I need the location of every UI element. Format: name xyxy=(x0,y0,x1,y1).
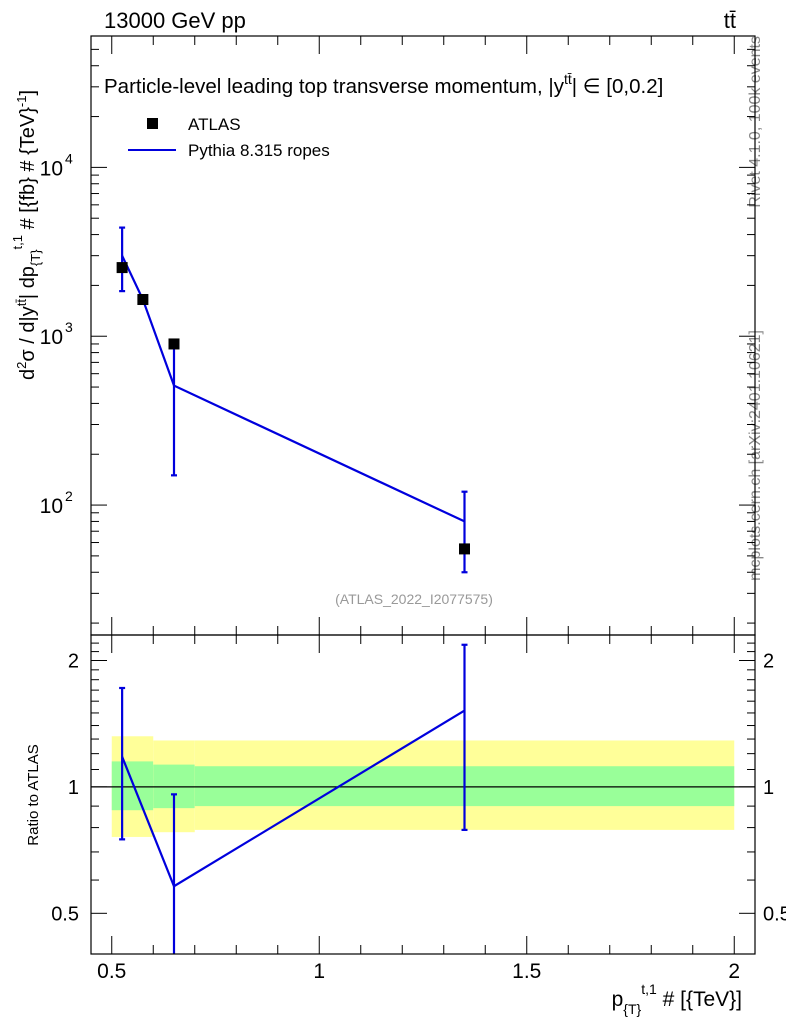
ratio-y-tick-label-right: 2 xyxy=(763,650,774,672)
atlas-data-point xyxy=(168,338,180,350)
ratio-uncertainty-bands xyxy=(91,736,755,837)
legend-pythia-label: Pythia 8.315 ropes xyxy=(188,141,330,160)
atlas-data-point xyxy=(137,294,149,306)
main-title: Particle-level leading top transverse mo… xyxy=(104,71,663,98)
inner-uncertainty-band xyxy=(111,761,154,811)
main-y-tick-label: 10 xyxy=(40,495,63,518)
pythia-line xyxy=(121,255,465,523)
ratio-y-tick-label-right: 1 xyxy=(763,777,774,799)
x-label-superscript: t,1 xyxy=(641,981,657,997)
energy-label: 13000 GeV pp xyxy=(104,8,246,33)
ratio-plot-frame xyxy=(90,634,756,955)
title-tail-text: | ∈ [0,0.2] xyxy=(572,75,664,98)
main-y-tick-label: 10 xyxy=(40,326,63,349)
x-tick-label: 2 xyxy=(728,960,740,983)
ratio-axis-ticks: 0.5 0.5 1 1 2 2 0.5 1 1.5 2 xyxy=(51,634,786,983)
ratio-panel: 0.5 0.5 1 1 2 2 0.5 1 1.5 2 Ratio to ATLAS p{T}t,… xyxy=(25,634,786,1017)
title-main-text: Particle-level leading top transverse mo… xyxy=(104,75,554,98)
ratio-data-layer xyxy=(119,643,468,954)
title-superscript: tt̄ xyxy=(564,71,572,87)
ratio-y-axis-label: Ratio to ATLAS xyxy=(25,744,42,845)
x-tick-label: 1.5 xyxy=(512,960,541,983)
ratio-y-tick-label: 1 xyxy=(68,777,79,799)
main-y-tick-label: 10 xyxy=(40,157,63,180)
legend-atlas-marker xyxy=(147,118,158,129)
ratio-y-tick-label: 0.5 xyxy=(51,903,79,925)
main-y-tick-exponent: 4 xyxy=(65,150,73,166)
legend-atlas-label: ATLAS xyxy=(188,115,241,134)
atlas-data-point xyxy=(459,543,470,555)
x-tick-label: 1 xyxy=(313,960,325,983)
main-y-tick-exponent: 3 xyxy=(65,319,73,335)
legend: ATLAS Pythia 8.315 ropes xyxy=(128,115,330,160)
x-label-main: p xyxy=(612,988,624,1011)
x-axis-label: p{T}t,1 # [{TeV}] xyxy=(612,981,742,1017)
atlas-data-point xyxy=(116,262,128,274)
main-data-layer xyxy=(116,226,470,574)
analysis-watermark: (ATLAS_2022_I2077575) xyxy=(335,591,493,607)
ratio-y-tick-label: 2 xyxy=(68,650,79,672)
x-label-tail: # [{TeV}] xyxy=(657,988,742,1011)
x-tick-label: 0.5 xyxy=(97,960,126,983)
ratio-y-tick-label-right: 0.5 xyxy=(763,903,786,925)
main-y-tick-exponent: 2 xyxy=(65,488,73,504)
x-label-subscript: {T} xyxy=(623,1001,641,1017)
process-label: tt̄ xyxy=(724,8,736,33)
title-y-symbol: y xyxy=(554,75,565,98)
